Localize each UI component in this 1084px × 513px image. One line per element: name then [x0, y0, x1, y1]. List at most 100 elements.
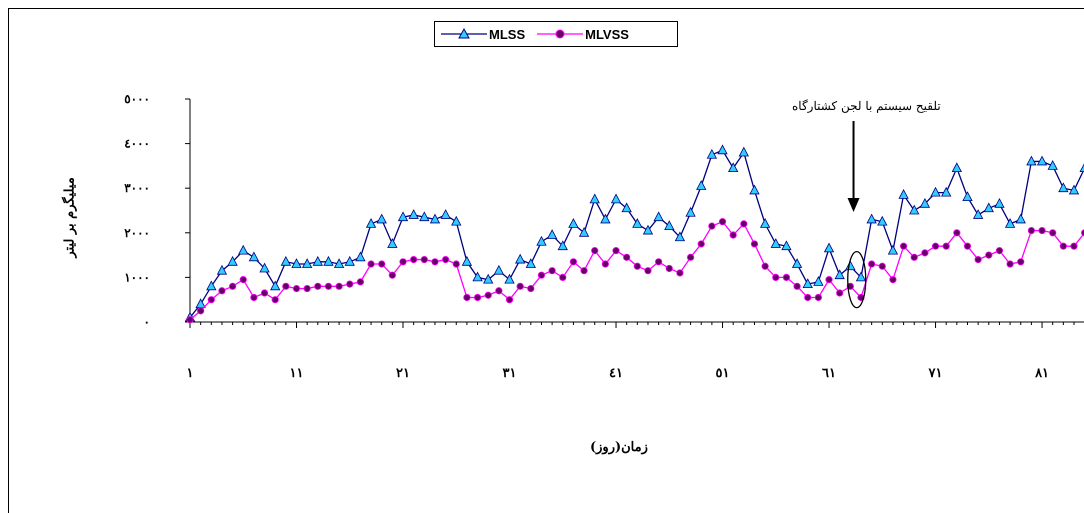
data-point-mlss [355, 251, 366, 262]
data-point-mlvss [559, 273, 567, 281]
data-point-mlss [238, 244, 249, 255]
data-point-mlss [972, 209, 984, 219]
x-tick-label: ٨١ [1034, 366, 1049, 381]
data-point-mlvss [473, 293, 482, 302]
data-point-mlvss [378, 260, 386, 268]
data-point-mlvss [655, 258, 663, 266]
data-point-mlss [738, 146, 749, 157]
data-point-mlss [525, 258, 536, 268]
data-point-mlss [344, 255, 355, 266]
data-point-mlss [642, 224, 654, 235]
data-point-mlvss [239, 276, 247, 284]
x-tick-label: ٣١ [503, 366, 517, 381]
data-point-mlss [1058, 182, 1069, 193]
data-point-mlvss [985, 251, 993, 259]
data-point-mlvss [548, 267, 556, 275]
y-tick-label: ٤٠٠٠ [124, 137, 150, 151]
data-point-mlss [983, 202, 994, 213]
data-point-mlvss [974, 255, 982, 264]
data-point-mlvss [1017, 258, 1025, 266]
data-point-mlss [216, 264, 228, 275]
x-tick-label: ٥١ [716, 366, 730, 381]
data-point-mlss [1047, 160, 1058, 170]
data-point-mlss [994, 197, 1005, 208]
data-point-mlvss [1059, 242, 1067, 250]
data-point-mlvss [814, 293, 822, 302]
legend-label-mlss: MLSS [489, 26, 526, 42]
data-point-mlss [664, 220, 675, 231]
legend-label-mlvss: MLVSS [585, 26, 629, 42]
data-point-mlvss [931, 242, 940, 250]
data-point-mlvss [197, 307, 205, 315]
data-point-mlss [951, 162, 963, 173]
data-point-mlss [397, 211, 409, 222]
data-point-mlss [919, 197, 931, 208]
data-point-mlvss [686, 253, 695, 261]
data-point-mlvss [367, 260, 375, 268]
data-point-mlss [419, 211, 430, 222]
data-point-mlss [770, 238, 781, 248]
data-point-mlvss [963, 242, 972, 250]
data-point-mlvss [527, 284, 535, 293]
data-point-mlss [1068, 184, 1080, 195]
data-point-mlvss [910, 253, 918, 261]
data-point-mlvss [750, 240, 759, 248]
mlvss-legend-marker [537, 29, 584, 39]
data-point-mlss [568, 218, 579, 228]
data-point-mlss [387, 238, 398, 248]
data-point-mlss [227, 255, 238, 266]
data-point-mlss [206, 280, 217, 291]
data-point-mlvss [420, 255, 428, 264]
data-point-mlvss [442, 255, 450, 264]
data-point-mlss [483, 273, 494, 284]
data-point-mlss [802, 278, 813, 288]
data-point-mlvss [292, 284, 301, 293]
data-point-mlvss [953, 229, 961, 237]
annotation-text: تلقیح سیستم با لجن کشتارگاه [792, 99, 941, 113]
data-point-mlss [621, 202, 632, 213]
data-point-mlss [1036, 155, 1048, 166]
x-tick-label: ٧١ [928, 366, 943, 381]
data-point-mlvss [271, 296, 279, 304]
mlss-legend-marker [441, 27, 487, 39]
data-point-mlss [866, 213, 877, 224]
y-axis-label: میلیگرم بر لیتر [62, 177, 78, 258]
data-point-mlss [653, 211, 664, 222]
data-point-mlvss [1049, 229, 1057, 237]
x-tick-label: ١١ [290, 366, 304, 381]
data-point-mlvss [995, 247, 1004, 255]
x-tick-label: ٦١ [822, 366, 836, 381]
data-point-mlvss [356, 278, 365, 286]
data-point-mlvss [772, 273, 780, 281]
data-point-mlvss [207, 296, 215, 304]
data-point-mlss [941, 186, 952, 197]
data-point-mlvss [260, 289, 269, 297]
data-point-mlvss [229, 282, 237, 290]
data-point-mlss [429, 213, 441, 224]
data-point-mlvss [836, 289, 844, 297]
data-point-mlss [557, 240, 568, 251]
x-tick-label: ٤١ [609, 366, 623, 381]
data-point-mlss [589, 193, 600, 204]
data-point-mlvss [218, 287, 226, 295]
data-point-mlss [248, 251, 260, 262]
data-point-mlss [323, 255, 334, 266]
data-point-mlvss [324, 282, 333, 290]
data-point-mlss [877, 215, 888, 226]
y-tick-label: ١٠٠٠ [124, 270, 150, 284]
legend-item-mlss: MLSS [441, 27, 531, 42]
data-point-mlss [1079, 163, 1084, 173]
series-line-mlvss [189, 220, 1084, 321]
data-point-mlss [759, 218, 771, 228]
data-point-mlss [685, 206, 696, 217]
data-point-mlss [291, 258, 302, 268]
data-point-mlss [440, 209, 451, 219]
data-point-mlss [962, 191, 973, 202]
data-point-mlss [855, 271, 867, 282]
data-point-mlvss [729, 231, 737, 239]
x-axis-label: زمان(روز) [590, 440, 648, 455]
annotation-arrow-head [847, 198, 860, 213]
y-tick-label: ٢٠٠٠ [124, 226, 150, 240]
data-point-mlvss [804, 293, 812, 302]
